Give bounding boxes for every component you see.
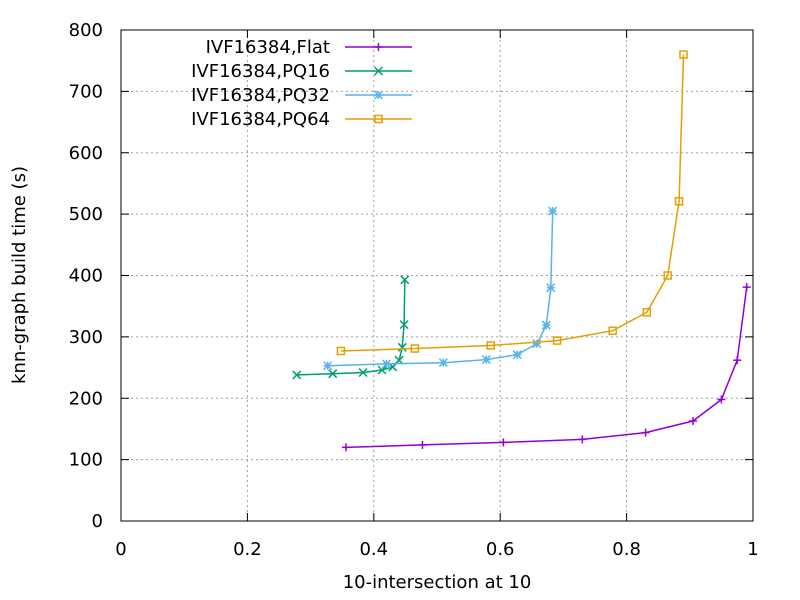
data-point bbox=[546, 283, 556, 293]
series-4 bbox=[336, 50, 688, 356]
data-point bbox=[717, 395, 726, 404]
data-point bbox=[341, 443, 350, 452]
x-tick-label: 0.8 bbox=[612, 539, 641, 560]
series-line bbox=[327, 211, 554, 367]
data-point bbox=[374, 114, 383, 124]
y-tick-label: 700 bbox=[69, 81, 103, 102]
data-point bbox=[541, 320, 551, 330]
data-point bbox=[552, 336, 562, 345]
series-line bbox=[340, 54, 685, 352]
series-line bbox=[345, 287, 748, 449]
data-point bbox=[374, 43, 383, 51]
y-tick-label: 300 bbox=[69, 327, 103, 348]
data-point bbox=[481, 355, 491, 365]
axis-ticks bbox=[120, 29, 754, 522]
y-tick-label: 0 bbox=[92, 511, 103, 532]
y-tick-label: 400 bbox=[69, 266, 103, 287]
x-axis-label: 10-intersection at 10 bbox=[343, 572, 532, 593]
data-point bbox=[438, 358, 448, 368]
data-point bbox=[486, 341, 495, 350]
data-point bbox=[688, 416, 697, 425]
x-tick-label: 0.2 bbox=[233, 539, 262, 560]
x-tick-label: 1 bbox=[747, 539, 758, 560]
data-point bbox=[381, 359, 391, 369]
data-point bbox=[358, 367, 368, 378]
data-point bbox=[292, 370, 302, 380]
data-point bbox=[679, 50, 688, 59]
data-point bbox=[512, 350, 522, 360]
legend-entry: IVF16384,PQ16 bbox=[191, 61, 412, 82]
data-point bbox=[608, 326, 617, 335]
legend-entry: IVF16384,PQ64 bbox=[191, 109, 412, 130]
x-tick-label: 0 bbox=[115, 539, 126, 560]
series-3 bbox=[323, 206, 558, 371]
series-1 bbox=[341, 283, 751, 452]
y-tick-label: 500 bbox=[69, 204, 103, 225]
data-point bbox=[674, 196, 684, 206]
data-point bbox=[397, 342, 407, 352]
data-point bbox=[663, 271, 672, 280]
y-tick-label: 100 bbox=[69, 450, 103, 471]
data-point bbox=[742, 283, 751, 292]
legend-label: IVF16384,Flat bbox=[206, 37, 330, 58]
data-point bbox=[641, 428, 650, 437]
y-tick-label: 200 bbox=[69, 388, 103, 409]
legend-entry: IVF16384,Flat bbox=[206, 37, 412, 58]
data-point bbox=[399, 320, 409, 330]
data-point bbox=[328, 369, 338, 379]
data-point bbox=[400, 275, 410, 285]
data-point bbox=[642, 308, 652, 317]
data-point bbox=[578, 435, 587, 444]
legend-label: IVF16384,PQ16 bbox=[191, 61, 330, 82]
series-line bbox=[296, 279, 406, 376]
data-point bbox=[733, 356, 742, 365]
data-point bbox=[323, 361, 333, 371]
legend-entry: IVF16384,PQ32 bbox=[191, 85, 412, 106]
data-point bbox=[532, 339, 542, 349]
x-tick-label: 0.6 bbox=[486, 539, 515, 560]
y-tick-label: 800 bbox=[69, 20, 103, 41]
series-layer bbox=[292, 50, 751, 452]
data-point bbox=[336, 346, 346, 356]
data-point bbox=[373, 90, 384, 100]
x-tick-label: 0.4 bbox=[359, 539, 388, 560]
data-point bbox=[377, 365, 387, 375]
legend: IVF16384,Flat IVF16384,PQ16 IVF16384,PQ32 I… bbox=[191, 37, 412, 130]
legend-label: IVF16384,PQ64 bbox=[191, 109, 330, 130]
legend-label: IVF16384,PQ32 bbox=[191, 85, 330, 106]
data-point bbox=[373, 66, 384, 76]
data-point bbox=[410, 344, 420, 353]
y-axis-label: knn-graph build time (s) bbox=[9, 166, 30, 384]
tick-labels: 0 100 200 300 400 500 600 700 800 0 0.2 0.4 0.6 0.8 1 bbox=[69, 20, 759, 560]
y-tick-label: 600 bbox=[69, 143, 103, 164]
data-point bbox=[499, 438, 508, 447]
data-point bbox=[548, 206, 558, 216]
data-point bbox=[418, 440, 427, 449]
grid bbox=[121, 30, 753, 521]
